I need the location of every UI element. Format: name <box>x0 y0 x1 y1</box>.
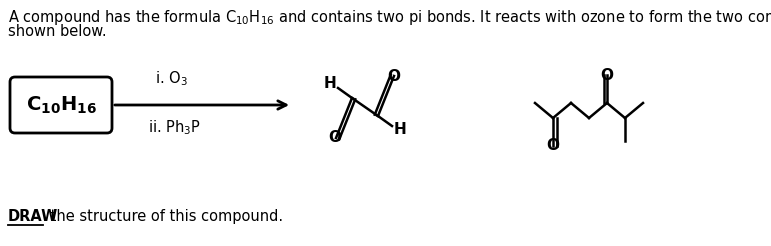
Text: O: O <box>547 138 560 153</box>
Text: $\mathregular{C_{10}H_{16}}$: $\mathregular{C_{10}H_{16}}$ <box>25 94 96 116</box>
Text: O: O <box>601 68 614 83</box>
Text: H: H <box>324 77 336 92</box>
Text: i. $\mathregular{O_3}$: i. $\mathregular{O_3}$ <box>155 69 187 88</box>
Text: shown below.: shown below. <box>8 24 106 39</box>
FancyBboxPatch shape <box>10 77 112 133</box>
Text: the structure of this compound.: the structure of this compound. <box>46 209 283 224</box>
Text: A compound has the formula $\mathregular{C_{10}H_{16}}$ and contains two pi bond: A compound has the formula $\mathregular… <box>8 8 771 27</box>
Text: DRAW: DRAW <box>8 209 59 224</box>
Text: O: O <box>388 69 400 84</box>
Text: O: O <box>328 130 342 145</box>
Text: H: H <box>394 123 406 138</box>
Text: ii. $\mathregular{Ph_3P}$: ii. $\mathregular{Ph_3P}$ <box>148 118 201 137</box>
